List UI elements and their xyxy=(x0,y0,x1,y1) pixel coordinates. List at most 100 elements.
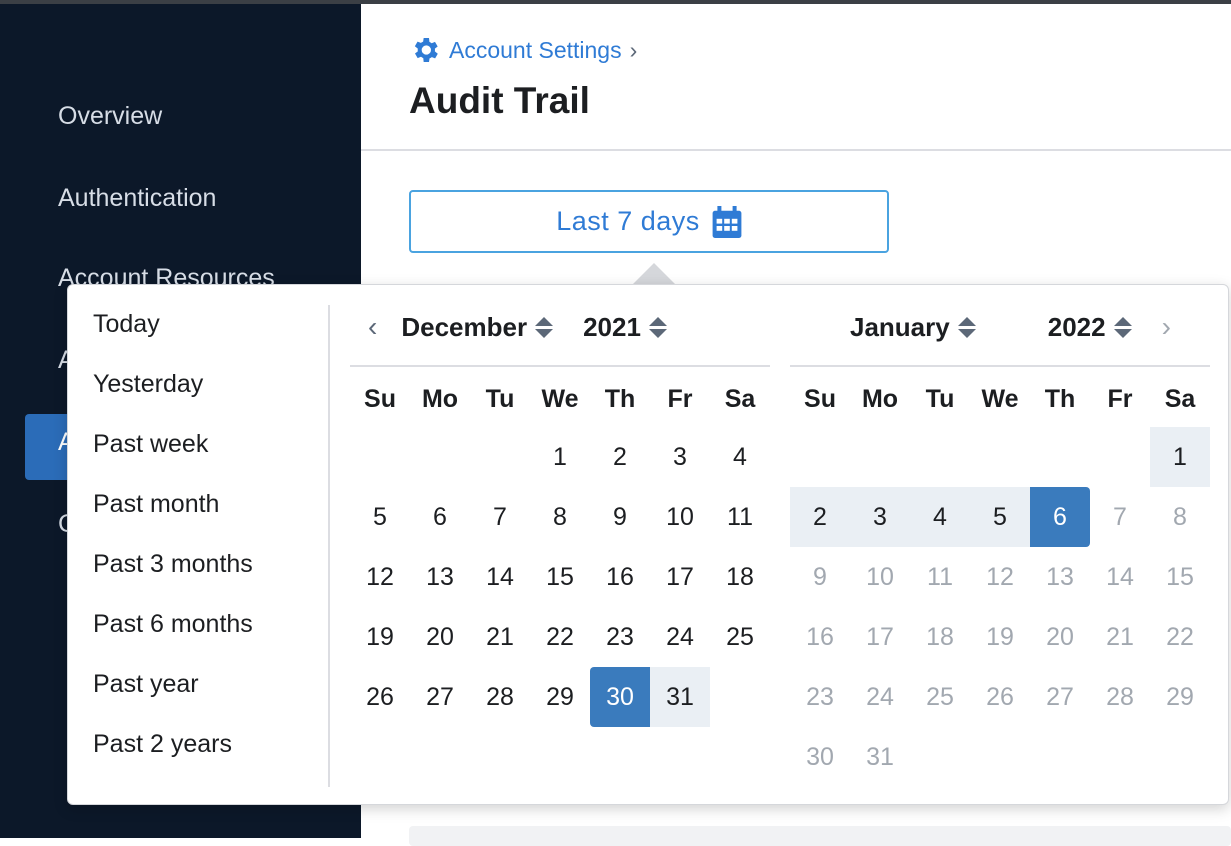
day-cell[interactable]: 14 xyxy=(486,562,514,591)
day-cell[interactable]: 26 xyxy=(366,682,394,711)
sort-icon xyxy=(648,316,667,338)
day-cell-in-range[interactable]: 5 xyxy=(970,487,1030,547)
day-cell[interactable]: 25 xyxy=(726,622,754,651)
day-cell-disabled: 19 xyxy=(986,622,1014,651)
day-cell-disabled: 22 xyxy=(1166,622,1194,651)
day-cell-disabled: 16 xyxy=(806,622,834,651)
day-cell[interactable]: 5 xyxy=(373,502,387,531)
month-label: January xyxy=(850,311,950,342)
day-cell[interactable]: 4 xyxy=(733,442,747,471)
day-cell[interactable]: 16 xyxy=(606,562,634,591)
day-cell-disabled: 30 xyxy=(806,742,834,771)
next-month-icon[interactable]: › xyxy=(1161,311,1171,342)
weekday-header: Mo xyxy=(421,385,459,413)
weekday-header: Su xyxy=(364,385,396,413)
day-cell-selected[interactable]: 30 xyxy=(590,667,650,727)
day-cell[interactable]: 3 xyxy=(673,442,687,471)
day-cell[interactable]: 21 xyxy=(486,622,514,651)
day-cell[interactable]: 15 xyxy=(546,562,574,591)
year-select-right[interactable]: 2022 xyxy=(1048,312,1132,343)
day-cell-disabled: 12 xyxy=(986,562,1014,591)
day-cell[interactable]: 22 xyxy=(546,622,574,651)
day-cell[interactable]: 17 xyxy=(666,562,694,591)
preset-item[interactable]: Past 6 months xyxy=(93,610,253,638)
day-cell-in-range[interactable]: 4 xyxy=(910,487,970,547)
day-cell[interactable]: 11 xyxy=(727,502,753,531)
day-cell[interactable]: 28 xyxy=(486,682,514,711)
day-cell-selected[interactable]: 6 xyxy=(1030,487,1090,547)
day-cell-in-range[interactable]: 2 xyxy=(790,487,850,547)
day-cell-disabled: 7 xyxy=(1113,502,1127,531)
day-cell-disabled: 25 xyxy=(926,682,954,711)
calendar-divider xyxy=(790,365,1210,367)
day-cell-in-range[interactable]: 3 xyxy=(850,487,910,547)
weekday-header: We xyxy=(541,385,579,413)
sidebar-item-overview[interactable]: Overview xyxy=(58,102,163,130)
weekday-header: Mo xyxy=(861,385,899,413)
preset-divider xyxy=(328,305,330,787)
day-cell-disabled: 10 xyxy=(866,562,894,591)
day-cell[interactable]: 20 xyxy=(426,622,454,651)
day-cell[interactable]: 2 xyxy=(613,442,627,471)
day-cell-disabled: 11 xyxy=(927,562,953,591)
preset-item[interactable]: Past week xyxy=(93,430,209,458)
preset-item[interactable]: Past month xyxy=(93,490,220,518)
preset-item[interactable]: Past 3 months xyxy=(93,550,253,578)
day-cell[interactable]: 24 xyxy=(666,622,694,651)
weekday-header: Fr xyxy=(1107,385,1133,413)
breadcrumb-account-settings[interactable]: Account Settings xyxy=(449,36,622,63)
weekday-header: We xyxy=(981,385,1019,413)
day-cell-disabled: 18 xyxy=(926,622,954,651)
year-select-left[interactable]: 2021 xyxy=(583,312,667,343)
day-cell[interactable]: 13 xyxy=(426,562,454,591)
preset-item[interactable]: Today xyxy=(93,310,160,338)
day-cell[interactable]: 12 xyxy=(366,562,394,591)
day-cell-disabled: 26 xyxy=(986,682,1014,711)
day-cell-disabled: 9 xyxy=(813,562,827,591)
weekday-header: Tu xyxy=(485,385,515,413)
preset-item[interactable]: Yesterday xyxy=(93,370,204,398)
calendar-header-right: January 2022 › xyxy=(850,307,1171,347)
day-cell-disabled: 15 xyxy=(1166,562,1194,591)
day-cell[interactable]: 10 xyxy=(666,502,694,531)
year-label: 2021 xyxy=(583,311,641,342)
day-cell[interactable]: 9 xyxy=(613,502,627,531)
preset-item[interactable]: Past 2 years xyxy=(93,730,232,758)
weekday-header: Su xyxy=(804,385,836,413)
sort-icon xyxy=(957,316,976,338)
day-cell[interactable]: 27 xyxy=(426,682,454,711)
breadcrumb[interactable]: Account Settings › xyxy=(409,34,637,66)
day-cell-disabled: 20 xyxy=(1046,622,1074,651)
date-range-button[interactable]: Last 7 days xyxy=(409,190,889,253)
day-cell-in-range[interactable]: 31 xyxy=(650,667,710,727)
month-select-left[interactable]: December xyxy=(401,312,554,343)
day-cell[interactable]: 6 xyxy=(433,502,447,531)
weekday-header: Sa xyxy=(724,385,756,413)
popup-arrow xyxy=(632,263,676,285)
preset-item[interactable]: Past year xyxy=(93,670,199,698)
weekday-header: Sa xyxy=(1164,385,1196,413)
day-cell-disabled: 13 xyxy=(1046,562,1074,591)
breadcrumb-separator: › xyxy=(629,36,638,63)
sidebar-item-authentication[interactable]: Authentication xyxy=(58,184,217,212)
day-cell[interactable]: 18 xyxy=(726,562,754,591)
day-cell[interactable]: 8 xyxy=(553,502,567,531)
month-select-right[interactable]: January xyxy=(850,312,976,343)
day-cell[interactable]: 19 xyxy=(366,622,394,651)
day-cell[interactable]: 1 xyxy=(553,442,567,471)
day-cell[interactable]: 29 xyxy=(546,682,574,711)
header-divider xyxy=(361,149,1231,151)
day-cell[interactable]: 23 xyxy=(606,622,634,651)
prev-month-icon[interactable]: ‹ xyxy=(368,311,378,342)
content-card xyxy=(409,826,1231,846)
date-range-picker: Today Yesterday Past week Past month Past 3 … xyxy=(67,284,1229,805)
day-cell[interactable]: 7 xyxy=(493,502,507,531)
day-cell-disabled: 23 xyxy=(806,682,834,711)
day-cell-disabled: 28 xyxy=(1106,682,1134,711)
day-cell-disabled: 14 xyxy=(1106,562,1134,591)
day-cell-disabled: 24 xyxy=(866,682,894,711)
day-cell-disabled: 31 xyxy=(866,742,894,771)
day-cell-disabled: 27 xyxy=(1046,682,1074,711)
weekday-header: Th xyxy=(604,385,636,413)
day-cell-in-range[interactable]: 1 xyxy=(1150,427,1210,487)
